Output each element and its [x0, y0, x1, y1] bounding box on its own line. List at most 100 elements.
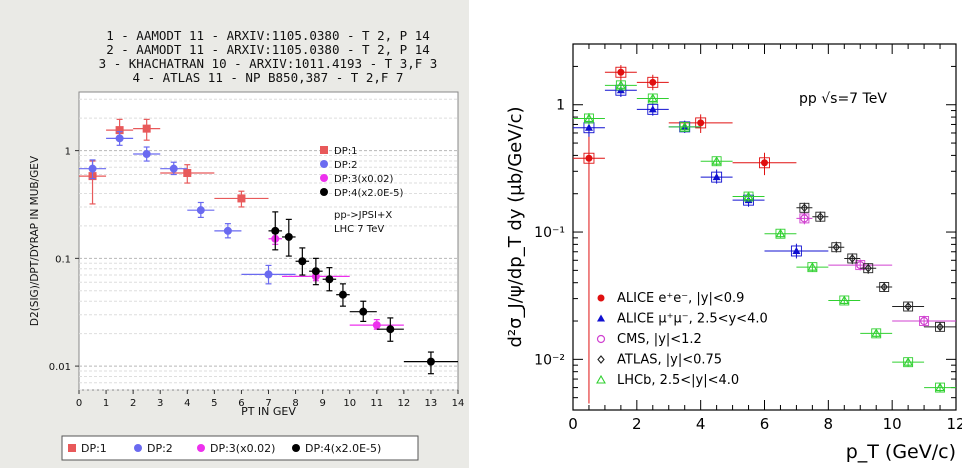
data-point	[871, 328, 882, 337]
systematic-box	[799, 202, 810, 213]
data-point	[880, 282, 888, 292]
y-tick-label: 1	[556, 98, 565, 114]
x-tick-label: 11	[370, 398, 383, 409]
legend-label: DP:3(x0.02)	[210, 442, 275, 455]
legend-marker	[320, 174, 328, 182]
title-line: 1 - AAMODT 11 - ARXIV:1105.0380 - T 2, P…	[106, 28, 430, 43]
data-point	[935, 382, 945, 392]
y-tick-label: 10⁻¹	[534, 225, 565, 241]
series-DP:1	[79, 118, 269, 208]
data-point	[271, 226, 280, 235]
legend-label: DP:2	[334, 160, 357, 171]
systematic-box	[759, 157, 770, 169]
x-tick-label: 1	[103, 398, 109, 409]
data-point	[711, 156, 722, 165]
legend-label: CMS, |y|<1.2	[617, 332, 702, 347]
data-point	[697, 119, 705, 127]
data-point	[597, 294, 605, 302]
data-point	[936, 322, 944, 332]
legend-box	[61, 435, 419, 461]
systematic-box	[711, 171, 723, 183]
data-point	[617, 68, 625, 76]
y-tick-label: 0.1	[55, 254, 71, 265]
data-point	[115, 134, 124, 143]
data-point	[679, 121, 690, 131]
systematic-box	[863, 263, 874, 274]
series-LHCb, 2.5<|y|<4.0	[573, 80, 956, 393]
title-line: 2 - AAMODT 11 - ARXIV:1105.0380 - T 2, P…	[106, 42, 430, 57]
data-point	[649, 78, 657, 86]
data-point	[597, 314, 605, 322]
grid	[79, 98, 458, 391]
x-tick-label: 3	[157, 398, 163, 409]
pdg-chart: 1 - AAMODT 11 - ARXIV:1105.0380 - T 2, P…	[29, 28, 465, 461]
systematic-box	[615, 66, 627, 78]
data-point	[426, 357, 435, 366]
data-point	[647, 93, 658, 103]
legend-marker	[134, 444, 142, 452]
x-tick-label: 14	[452, 398, 465, 409]
y-tick-label: 1	[65, 147, 71, 158]
data-point	[743, 191, 754, 201]
data-point	[298, 257, 307, 266]
x-tick-label: 8	[292, 398, 298, 409]
systematic-box	[583, 152, 595, 164]
data-point	[196, 206, 205, 215]
x-tick-label: 9	[319, 398, 325, 409]
legend-marker	[292, 444, 300, 452]
data-point	[585, 154, 593, 162]
systematic-box	[647, 76, 659, 88]
y-tick-label: 0.01	[49, 362, 71, 373]
legend-marker	[320, 146, 328, 154]
data-point	[237, 194, 246, 203]
x-axis-label: PT IN GEV	[241, 405, 296, 418]
systematic-box	[695, 117, 707, 129]
title-line: 4 - ATLAS 11 - NP B850,387 - T 2,F 7	[133, 70, 404, 85]
x-tick-label: 0	[76, 398, 82, 409]
data-point	[816, 212, 825, 222]
legend-label: DP:1	[334, 146, 357, 157]
x-tick-label: 12	[946, 415, 962, 433]
systematic-box	[935, 321, 945, 332]
y-axis-label: D2(SIG)/DPT/DYRAP IN MUB/GEV	[29, 155, 41, 326]
systematic-box	[831, 242, 842, 253]
x-tick-label: 8	[824, 415, 834, 433]
systematic-box	[919, 316, 930, 326]
legend-label: ATLAS, |y|<0.75	[617, 353, 722, 368]
legend-label: ALICE μ⁺μ⁻, 2.5<y<4.0	[617, 312, 768, 327]
data-point	[183, 168, 192, 177]
x-tick-label: 0	[568, 415, 578, 433]
systematic-box	[799, 213, 810, 224]
pdg-chart-panel: 1 - AAMODT 11 - ARXIV:1105.0380 - T 2, P…	[0, 0, 469, 468]
legend-label: LHCb, 2.5<|y|<4.0	[617, 373, 739, 388]
data-point	[596, 334, 606, 344]
data-point	[807, 262, 818, 271]
x-tick-label: 10	[343, 398, 356, 409]
data-point	[88, 164, 97, 173]
data-point	[903, 357, 914, 366]
x-tick-label: 4	[184, 398, 190, 409]
x-tick-label: 2	[632, 415, 642, 433]
x-tick-label: 2	[130, 398, 136, 409]
data-point	[596, 374, 606, 384]
systematic-box	[790, 245, 802, 257]
series-DP:2	[79, 131, 296, 285]
legend-label: DP:4(x2.0E-5)	[305, 442, 381, 455]
legend-marker	[320, 160, 328, 168]
data-point	[712, 173, 721, 181]
x-tick-label: 7	[265, 398, 271, 409]
y-tick-label: 10⁻²	[534, 352, 565, 368]
plot-area	[78, 91, 459, 391]
series-DP:4(x2.0E-5)	[268, 211, 458, 375]
legend: ALICE e⁺e⁻, |y|<0.9 ALICE μ⁺μ⁻, 2.5<y<4.0…	[596, 291, 768, 388]
x-tick-label: 6	[760, 415, 770, 433]
data-point	[338, 290, 347, 299]
x-tick-label: 6	[238, 398, 244, 409]
systematic-box	[903, 301, 914, 312]
data-point	[839, 295, 850, 305]
series-CMS, |y|<1.2	[796, 212, 956, 327]
legend-label: DP:2	[147, 442, 173, 455]
data-point	[864, 263, 872, 273]
legend-marker	[68, 444, 76, 452]
alice-chart: 1 10⁻¹ 10⁻² 0 2 4 6 8 10 12 p_T (GeV/c) d²σ_J/ψ/dp_…	[505, 43, 962, 463]
